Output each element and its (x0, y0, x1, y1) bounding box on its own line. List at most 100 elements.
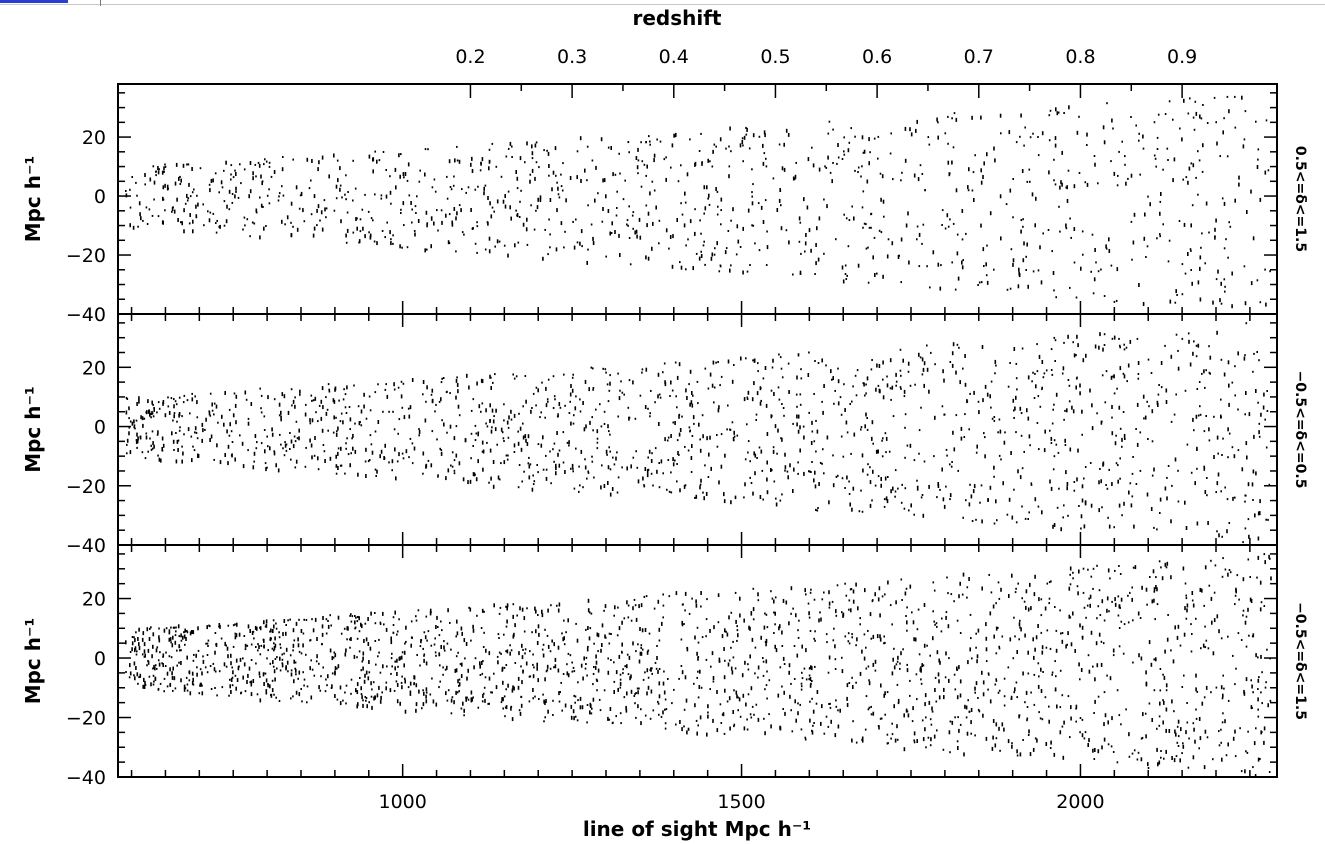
data-point (1222, 712, 1224, 715)
data-point (136, 446, 138, 449)
data-point (555, 471, 557, 476)
data-point (346, 638, 348, 641)
data-point (632, 227, 634, 230)
data-point (310, 695, 313, 700)
data-point (346, 228, 349, 233)
data-point (1093, 155, 1096, 157)
data-point (746, 127, 748, 132)
data-point (535, 629, 537, 634)
data-point (1189, 362, 1192, 367)
data-point (713, 143, 716, 146)
data-point (342, 420, 344, 425)
data-point (490, 386, 492, 390)
data-point (900, 387, 902, 390)
data-point (378, 638, 380, 641)
data-point (1049, 429, 1051, 432)
data-point (740, 356, 742, 361)
data-point (584, 465, 587, 470)
data-point (349, 646, 351, 649)
data-point (136, 439, 139, 444)
data-point (311, 159, 313, 163)
data-point (186, 630, 188, 632)
data-point (964, 413, 966, 416)
data-point (1242, 609, 1245, 612)
data-point (354, 626, 357, 629)
data-point (869, 151, 871, 154)
data-point (861, 738, 863, 741)
data-point (334, 386, 337, 391)
data-point (1195, 414, 1198, 419)
data-point (918, 265, 921, 268)
data-point (609, 231, 611, 236)
data-point (730, 611, 733, 614)
data-point (266, 194, 269, 197)
data-point (860, 426, 863, 429)
data-point (425, 687, 428, 692)
data-point (319, 689, 322, 692)
data-point (1195, 355, 1198, 358)
data-point (290, 669, 293, 672)
data-point (1105, 247, 1108, 250)
data-point (1220, 281, 1222, 286)
data-point (909, 679, 911, 682)
data-point (785, 128, 788, 133)
data-point (694, 635, 696, 640)
data-point (637, 147, 639, 152)
panel-2-x-ticks (130, 314, 1251, 545)
data-point (1197, 150, 1199, 153)
data-point (355, 688, 357, 693)
data-point (757, 362, 759, 365)
data-point (591, 707, 593, 710)
data-point (256, 693, 259, 696)
data-point (967, 189, 970, 192)
data-point (262, 672, 265, 677)
data-point (1181, 686, 1184, 688)
data-point (867, 246, 869, 249)
data-point (1252, 236, 1255, 241)
data-point (1061, 639, 1064, 644)
data-point (232, 413, 235, 418)
top-link-fragment[interactable] (0, 0, 68, 3)
data-point (125, 396, 128, 399)
data-point (726, 632, 729, 637)
data-point (609, 450, 611, 453)
data-point (617, 606, 619, 609)
data-point (1100, 268, 1102, 271)
redshift-tick-label: 0.9 (1167, 46, 1197, 68)
data-point (1247, 558, 1250, 561)
data-point (913, 173, 916, 178)
data-point (169, 637, 172, 642)
data-point (456, 631, 459, 636)
data-point (871, 599, 874, 602)
data-point (944, 227, 947, 230)
data-point (647, 407, 649, 410)
data-point (192, 445, 194, 448)
data-point (1151, 599, 1154, 604)
data-point (141, 653, 144, 656)
data-point (144, 173, 146, 177)
data-point (505, 688, 507, 691)
data-point (780, 226, 783, 231)
data-point (1078, 505, 1080, 507)
data-point (1219, 155, 1221, 158)
data-point (224, 453, 226, 457)
data-point (378, 159, 381, 162)
data-point (945, 615, 947, 620)
data-point (894, 738, 897, 743)
data-point (362, 651, 365, 656)
data-point (476, 221, 478, 224)
data-point (730, 500, 732, 505)
data-point (134, 427, 136, 430)
data-point (809, 470, 811, 473)
data-point (813, 637, 815, 640)
data-point (481, 440, 484, 445)
data-point (382, 151, 385, 153)
data-point (439, 664, 441, 667)
data-point (886, 733, 889, 736)
data-point (1005, 203, 1008, 206)
data-point (657, 372, 660, 377)
data-point (921, 357, 924, 362)
data-point (1097, 695, 1100, 698)
data-point (1084, 181, 1087, 184)
data-point (138, 642, 140, 647)
